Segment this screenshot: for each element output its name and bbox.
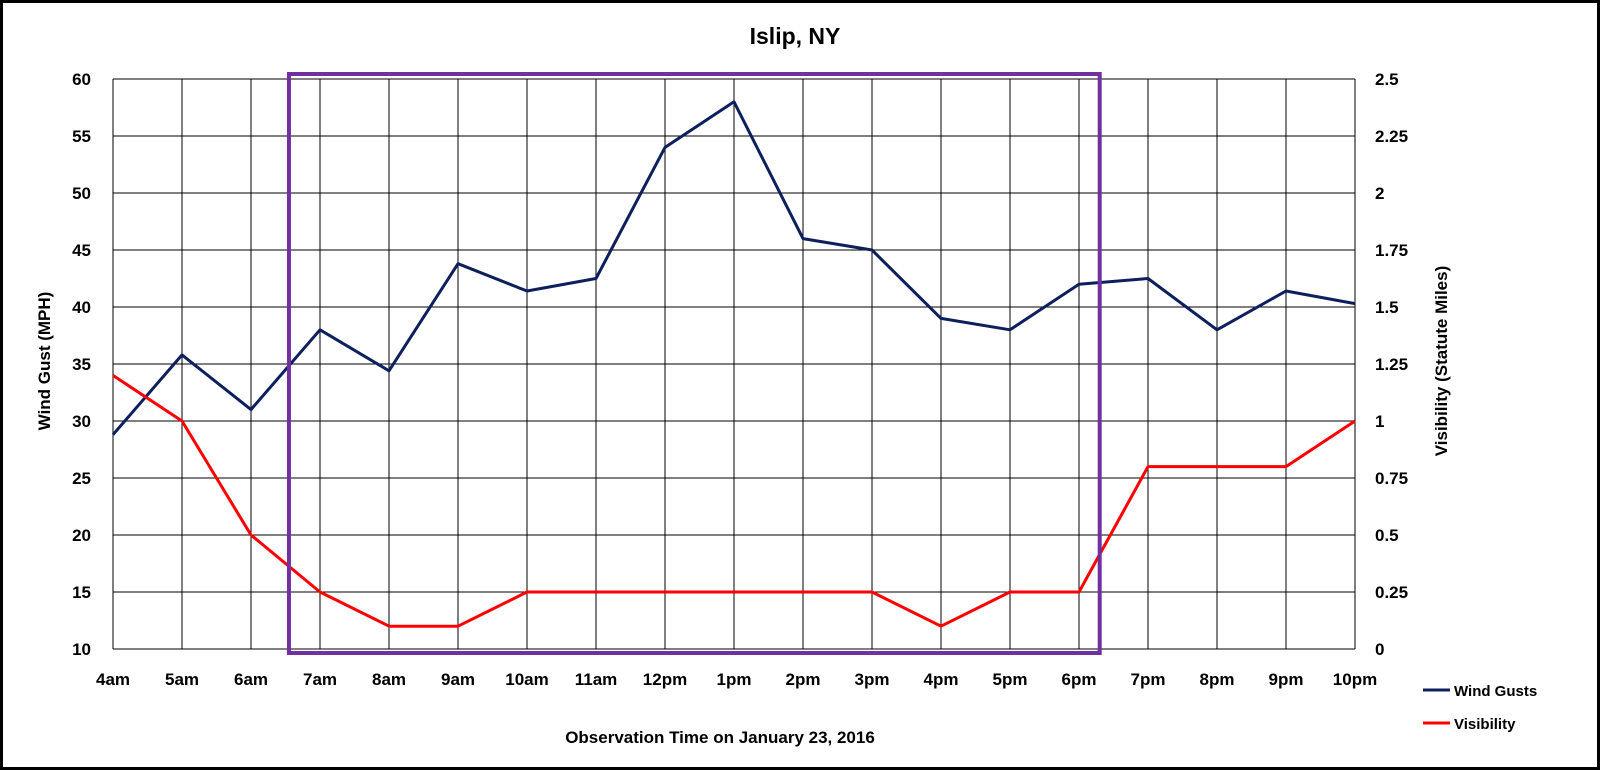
y2-tick-label: 1 bbox=[1375, 412, 1384, 431]
y2-tick-label: 0.75 bbox=[1375, 469, 1408, 488]
y-tick-label: 55 bbox=[72, 127, 91, 146]
y2-tick-label: 2.25 bbox=[1375, 127, 1408, 146]
x-tick-label: 6am bbox=[234, 670, 268, 689]
x-tick-label: 12pm bbox=[643, 670, 687, 689]
y-tick-label: 30 bbox=[72, 412, 91, 431]
legend-label-wind-gusts: Wind Gusts bbox=[1454, 683, 1537, 700]
x-axis-ticks: 4am 5am 6am 7am 8am 9am 10am 11am 12pm 1pm 2pm 3pm 4… bbox=[96, 670, 1377, 689]
x-tick-label: 9pm bbox=[1269, 670, 1304, 689]
highlight-box bbox=[286, 72, 1102, 655]
x-tick-label: 7pm bbox=[1131, 670, 1166, 689]
y-tick-label: 15 bbox=[72, 583, 91, 602]
y-tick-label: 45 bbox=[72, 241, 91, 260]
y-tick-label: 20 bbox=[72, 526, 91, 545]
x-tick-label: 2pm bbox=[786, 670, 821, 689]
y2-tick-label: 1.25 bbox=[1375, 355, 1408, 374]
series-line-visibility bbox=[112, 374, 1356, 628]
x-tick-label: 5am bbox=[165, 670, 199, 689]
x-tick-label: 1pm bbox=[717, 670, 752, 689]
x-tick-label: 3pm bbox=[855, 670, 890, 689]
y2-tick-label: 2 bbox=[1375, 184, 1384, 203]
y-tick-label: 10 bbox=[72, 640, 91, 659]
x-tick-label: 6pm bbox=[1062, 670, 1097, 689]
y-axis-label: Wind Gust (MPH) bbox=[35, 292, 54, 431]
y2-tick-label: 0.25 bbox=[1375, 583, 1408, 602]
x-tick-label: 10am bbox=[505, 670, 548, 689]
x-tick-label: 9am bbox=[441, 670, 475, 689]
legend: Wind Gusts Visibility bbox=[1423, 683, 1537, 733]
y2-tick-label: 0 bbox=[1375, 640, 1384, 659]
y2-tick-label: 1.75 bbox=[1375, 241, 1408, 260]
x-tick-label: 8pm bbox=[1200, 670, 1235, 689]
left-axis-ticks: 10 15 20 25 30 35 40 45 50 55 60 bbox=[72, 70, 91, 659]
grid bbox=[112, 78, 1356, 650]
y-tick-label: 40 bbox=[72, 298, 91, 317]
x-tick-label: 4pm bbox=[924, 670, 959, 689]
y-tick-label: 35 bbox=[72, 355, 91, 374]
right-axis-ticks: 0 0.25 0.5 0.75 1 1.25 1.5 1.75 2 2.25 2.5 bbox=[1375, 70, 1408, 659]
x-axis-label: Observation Time on January 23, 2016 bbox=[565, 728, 875, 747]
series-line-wind-gusts bbox=[111, 100, 1356, 436]
series-layer bbox=[111, 100, 1356, 628]
x-tick-label: 7am bbox=[303, 670, 337, 689]
y2-tick-label: 1.5 bbox=[1375, 298, 1399, 317]
chart-title: Islip, NY bbox=[750, 23, 841, 49]
x-tick-label: 8am bbox=[372, 670, 406, 689]
y2-tick-label: 0.5 bbox=[1375, 526, 1399, 545]
x-tick-label: 4am bbox=[96, 670, 130, 689]
y2-axis-label: Visibility (Statute Miles) bbox=[1432, 266, 1451, 457]
y-tick-label: 25 bbox=[72, 469, 91, 488]
y-tick-label: 50 bbox=[72, 184, 91, 203]
x-tick-label: 5pm bbox=[993, 670, 1028, 689]
x-tick-label: 11am bbox=[575, 670, 618, 689]
y-tick-label: 60 bbox=[72, 70, 91, 89]
legend-label-visibility: Visibility bbox=[1454, 716, 1516, 733]
y2-tick-label: 2.5 bbox=[1375, 70, 1399, 89]
x-tick-label: 10pm bbox=[1333, 670, 1377, 689]
